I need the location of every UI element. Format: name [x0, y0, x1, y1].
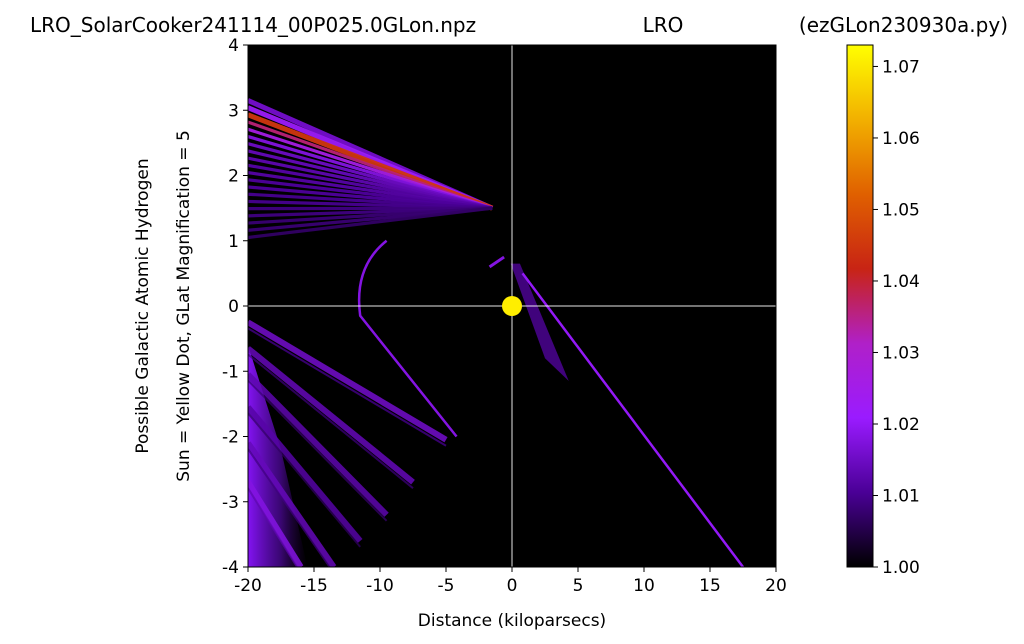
x-tick-label: -5 [438, 576, 455, 596]
header-left-filename: LRO_SolarCooker241114_00P025.0GLon.npz [30, 13, 476, 37]
lower-band [248, 372, 389, 517]
x-tick-label: 10 [633, 576, 655, 596]
lower-band-edge [248, 487, 299, 567]
colorbar-tick-label: 1.03 [882, 343, 920, 363]
right-streak [521, 272, 744, 567]
colorbar-tick-label: 1.04 [882, 272, 920, 292]
x-tick-label: -15 [300, 576, 328, 596]
x-tick-label: 0 [507, 576, 518, 596]
y-tick-label: 1 [228, 232, 239, 252]
colorbar: 1.00 1.01 1.02 1.03 1.04 1.05 1.06 1.07 [846, 44, 920, 578]
y-tick-label: -3 [222, 493, 239, 513]
colorbar-tick-label: 1.00 [882, 558, 920, 578]
header-center-label: LRO [643, 13, 684, 37]
short-streak [488, 255, 505, 269]
x-tick-label: 15 [699, 576, 721, 596]
y-axis-label-line2: Sun = Yellow Dot, GLat Magnification = 5 [174, 130, 194, 482]
colorbar-tick-label: 1.02 [882, 415, 920, 435]
lower-band [248, 441, 337, 567]
plot-area [247, 44, 777, 568]
colorbar-tick-label: 1.05 [882, 200, 920, 220]
lower-band-edge [248, 353, 414, 489]
y-tick-label: -2 [222, 428, 239, 448]
y-tick-label: 2 [228, 167, 239, 187]
sun-marker [502, 296, 522, 316]
y-axis: -4 -3 -2 -1 0 1 2 3 4 [222, 36, 248, 578]
y-tick-label: -1 [222, 362, 239, 382]
colorbar-ticks: 1.00 1.01 1.02 1.03 1.04 1.05 1.06 1.07 [873, 57, 920, 578]
near-sun-fan [510, 263, 569, 382]
x-axis: -20 -15 -10 -5 0 5 10 15 20 [234, 567, 787, 596]
header-right-script: (ezGLon230930a.py) [799, 13, 1008, 37]
y-tick-label: 0 [228, 297, 239, 317]
y-tick-label: -4 [222, 558, 239, 578]
lower-band [248, 346, 415, 485]
x-tick-label: 5 [573, 576, 584, 596]
x-tick-label: 20 [765, 576, 787, 596]
lower-band [248, 480, 304, 567]
lower-band-edge [248, 327, 447, 447]
upper-ray [248, 206, 493, 240]
y-axis-label-line1: Possible Galactic Atomic Hydrogen [133, 158, 153, 453]
heatmap-layer [248, 98, 744, 567]
y-tick-label: 4 [228, 36, 239, 56]
colorbar-tick-label: 1.06 [882, 129, 920, 149]
lower-band [248, 405, 363, 543]
x-tick-label: -10 [366, 576, 394, 596]
lower-band-edge [248, 448, 331, 567]
colorbar-tick-label: 1.01 [882, 486, 920, 506]
arc-feature [357, 239, 458, 438]
lower-band [248, 319, 448, 443]
y-tick-label: 3 [228, 101, 239, 121]
lower-band-edge [248, 379, 388, 522]
x-axis-label: Distance (kiloparsecs) [418, 611, 606, 631]
lower-band-edge [248, 412, 361, 548]
colorbar-tick-label: 1.07 [882, 57, 920, 77]
colorbar-gradient [846, 44, 874, 568]
x-tick-label: -20 [234, 576, 262, 596]
